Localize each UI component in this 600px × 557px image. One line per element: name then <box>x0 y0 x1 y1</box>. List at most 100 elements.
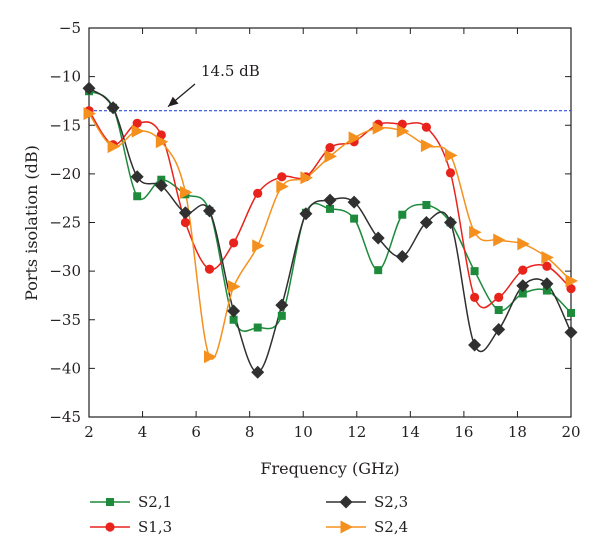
data-point-s21 <box>253 323 262 332</box>
data-point-s23 <box>492 322 506 336</box>
x-tick-label: 16 <box>454 423 473 441</box>
y-tick-label: −30 <box>49 262 81 280</box>
data-point-s23 <box>323 193 337 207</box>
series-line-s24 <box>88 113 572 360</box>
data-point-s24 <box>300 171 313 185</box>
data-point-s23 <box>371 231 385 245</box>
data-point-s24 <box>420 139 434 153</box>
x-tick-label: 8 <box>245 423 255 441</box>
data-point-s13 <box>494 292 504 302</box>
data-point-s13 <box>204 264 215 274</box>
legend-label: S2,3 <box>374 493 408 511</box>
data-point-s24 <box>204 350 217 364</box>
data-point-s24 <box>252 239 265 253</box>
data-point-s24 <box>517 237 530 251</box>
data-point-s13 <box>421 122 431 132</box>
data-point-s13 <box>325 143 335 153</box>
annotation-arrow-icon <box>167 83 196 108</box>
x-tick-label: 10 <box>294 423 313 441</box>
data-point-s21 <box>470 267 479 276</box>
data-point-s23 <box>82 81 96 95</box>
data-point-s21 <box>374 266 383 275</box>
legend-label: S2,4 <box>374 518 408 536</box>
data-point-s23 <box>178 206 192 220</box>
data-point-s24 <box>469 225 482 239</box>
x-tick-label: 2 <box>84 423 94 441</box>
data-point-s21 <box>229 315 238 324</box>
x-tick-label: 6 <box>191 423 201 441</box>
data-point-s23 <box>564 325 578 339</box>
data-point-s23 <box>154 179 168 193</box>
data-point-s23 <box>516 279 530 293</box>
data-point-s21 <box>133 192 142 201</box>
data-point-s24 <box>372 121 386 135</box>
data-point-s24 <box>228 280 241 294</box>
legend: S2,1 S1,3 S2,3 S2,4 <box>90 493 408 536</box>
data-point-s13 <box>180 217 190 228</box>
markers-layer <box>82 81 578 379</box>
data-point-s24 <box>107 140 121 154</box>
data-point-s23 <box>203 204 216 218</box>
y-tick-label: −5 <box>59 19 81 37</box>
y-tick-label: −15 <box>49 116 81 134</box>
y-tick-label: −40 <box>49 359 81 377</box>
data-point-s21 <box>518 289 527 298</box>
data-point-s13 <box>566 284 576 294</box>
x-tick-label: 4 <box>138 423 148 441</box>
data-point-s13 <box>518 265 528 275</box>
annotation-arrow-head <box>168 96 179 107</box>
y-tick-label: −35 <box>49 311 81 329</box>
data-point-s23 <box>347 195 361 209</box>
data-point-s13 <box>132 118 142 128</box>
data-point-s23 <box>395 250 409 264</box>
data-point-s21 <box>350 214 359 223</box>
data-point-s24 <box>396 124 410 138</box>
ticks-layer: 2 4 6 8 10 12 14 16 18 20 −5 −10 −15 −20 −25 −30 −35 −40 −… <box>49 19 580 441</box>
data-point-s13 <box>229 238 239 248</box>
data-point-s24 <box>179 185 193 199</box>
data-point-s23 <box>540 277 554 291</box>
data-point-s24 <box>541 251 554 265</box>
legend-swatch-marker <box>340 520 353 534</box>
data-point-s24 <box>493 233 506 247</box>
data-point-s24 <box>83 107 96 121</box>
data-point-s24 <box>348 131 362 145</box>
data-point-s23 <box>419 216 433 229</box>
annotation-label: 14.5 dB <box>201 62 260 80</box>
plot-frame <box>88 27 572 418</box>
data-point-s21 <box>422 200 431 209</box>
data-point-s24 <box>276 180 289 194</box>
x-tick-label: 14 <box>401 423 420 441</box>
data-point-s13 <box>253 188 263 198</box>
data-point-s23 <box>106 101 120 115</box>
data-point-s23 <box>299 207 313 221</box>
x-tick-label: 18 <box>508 423 527 441</box>
series-line-s21 <box>88 90 572 332</box>
data-point-s24 <box>565 274 578 288</box>
data-point-s21 <box>567 308 575 317</box>
data-point-s13 <box>542 261 552 271</box>
legend-label: S1,3 <box>138 518 172 536</box>
x-tick-label: 20 <box>561 423 580 441</box>
data-point-s13 <box>277 172 287 182</box>
legend-label: S2,1 <box>138 493 172 511</box>
data-point-s21 <box>277 311 286 320</box>
data-point-s23 <box>275 298 289 312</box>
data-point-s13 <box>445 168 456 178</box>
data-point-s24 <box>324 149 337 163</box>
legend-item-s13: S1,3 <box>90 518 172 536</box>
data-point-s23 <box>468 338 482 352</box>
data-point-s24 <box>131 124 145 138</box>
data-point-s21 <box>398 210 407 219</box>
data-point-s21 <box>326 204 334 213</box>
data-point-s24 <box>445 148 458 162</box>
x-tick-label: 12 <box>347 423 366 441</box>
y-tick-label: −45 <box>49 408 81 426</box>
data-point-s21 <box>542 286 551 295</box>
legend-item-s24: S2,4 <box>326 518 408 536</box>
data-point-s23 <box>227 304 241 318</box>
legend-item-s23: S2,3 <box>326 493 408 511</box>
y-axis-title: Ports isolation (dB) <box>22 145 41 301</box>
